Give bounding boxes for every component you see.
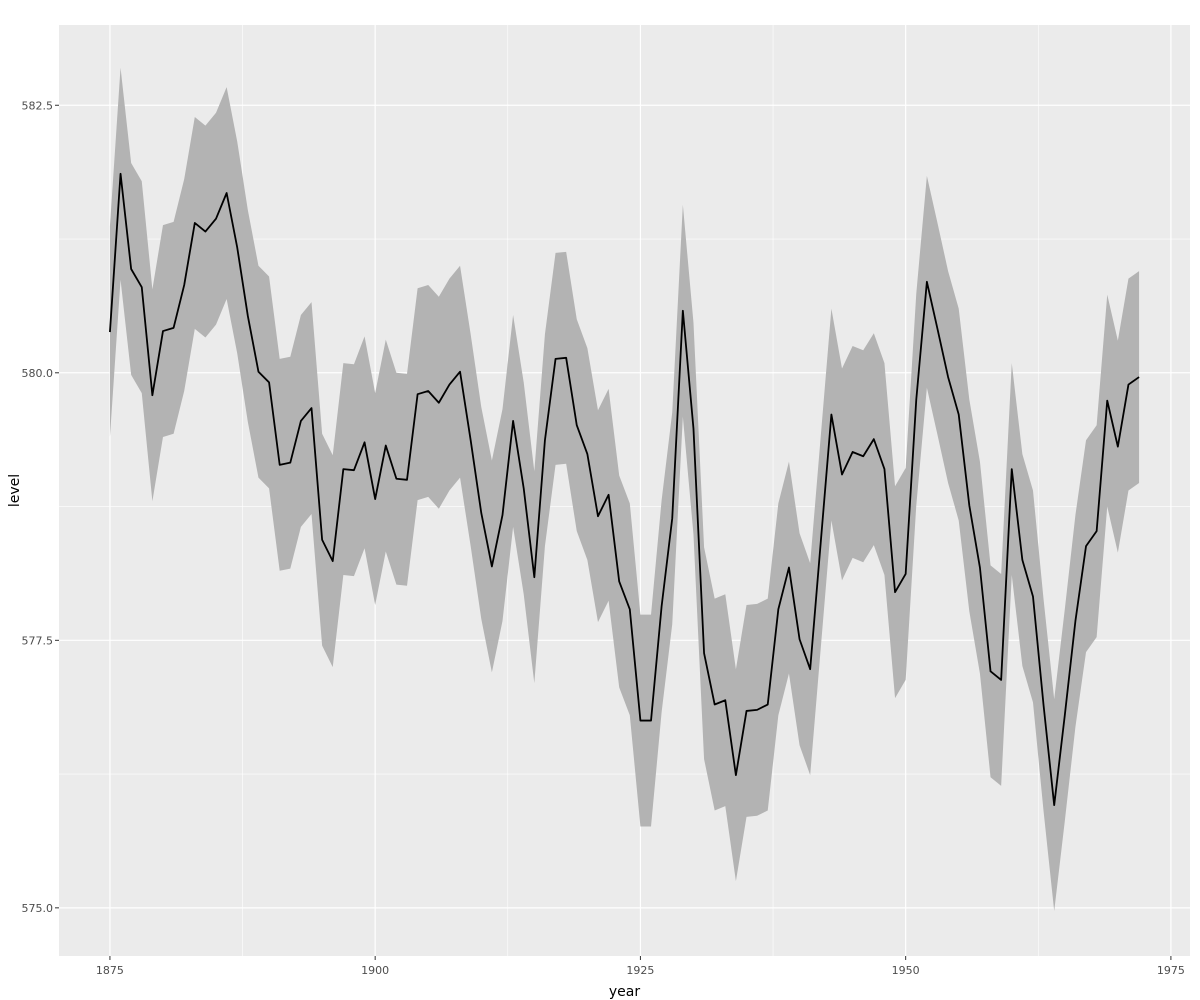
y-tick-label: 580.0 xyxy=(22,367,54,380)
x-axis-title: year xyxy=(609,984,640,1000)
y-axis-title: level xyxy=(7,474,23,507)
series-line xyxy=(109,172,1140,807)
x-axis: 1875 1900 1925 1950 1975 xyxy=(96,956,1185,977)
x-tick-label: 1950 xyxy=(892,964,920,977)
x-tick-label: 1925 xyxy=(626,964,654,977)
confidence-ribbon-layer xyxy=(109,67,1140,912)
y-tick-label: 582.5 xyxy=(22,99,54,112)
series-line-layer xyxy=(109,172,1140,807)
y-tick-label: 577.5 xyxy=(22,634,54,647)
y-axis: 575.0 577.5 580.0 582.5 xyxy=(22,99,59,915)
confidence-ribbon xyxy=(109,67,1140,912)
x-tick-label: 1875 xyxy=(96,964,124,977)
x-tick-label: 1975 xyxy=(1157,964,1185,977)
x-tick-label: 1900 xyxy=(361,964,389,977)
y-tick-label: 575.0 xyxy=(22,902,54,915)
